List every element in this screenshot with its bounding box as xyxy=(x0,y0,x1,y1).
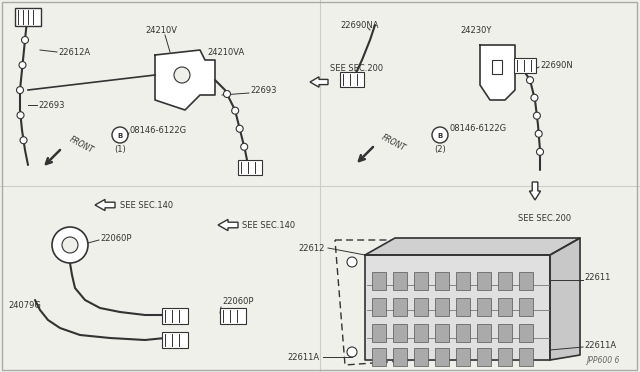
Text: 08146-6122G: 08146-6122G xyxy=(130,125,187,135)
Circle shape xyxy=(174,67,190,83)
Circle shape xyxy=(17,112,24,119)
FancyBboxPatch shape xyxy=(498,348,512,366)
Polygon shape xyxy=(480,45,515,100)
FancyBboxPatch shape xyxy=(414,348,428,366)
FancyBboxPatch shape xyxy=(492,60,502,74)
Text: (1): (1) xyxy=(114,145,126,154)
Text: 08146-6122G: 08146-6122G xyxy=(450,124,507,132)
Circle shape xyxy=(19,61,26,68)
Text: SEE SEC.200: SEE SEC.200 xyxy=(518,214,571,222)
Text: (2): (2) xyxy=(434,145,446,154)
FancyBboxPatch shape xyxy=(456,324,470,342)
FancyBboxPatch shape xyxy=(519,348,533,366)
Text: 22611A: 22611A xyxy=(584,340,616,350)
FancyBboxPatch shape xyxy=(393,324,407,342)
Circle shape xyxy=(347,257,357,267)
FancyBboxPatch shape xyxy=(15,8,41,26)
FancyBboxPatch shape xyxy=(435,272,449,290)
Polygon shape xyxy=(550,238,580,360)
FancyBboxPatch shape xyxy=(456,348,470,366)
Text: 22060P: 22060P xyxy=(100,234,131,243)
Circle shape xyxy=(236,125,243,132)
Text: 22612A: 22612A xyxy=(58,48,90,57)
Text: 22612: 22612 xyxy=(299,244,325,253)
Text: FRONT: FRONT xyxy=(380,133,407,153)
FancyBboxPatch shape xyxy=(393,298,407,316)
Polygon shape xyxy=(95,199,115,211)
Text: 22690NA: 22690NA xyxy=(340,20,378,29)
Circle shape xyxy=(535,130,542,137)
Text: 24210VA: 24210VA xyxy=(207,48,244,57)
FancyBboxPatch shape xyxy=(162,308,188,324)
Circle shape xyxy=(531,94,538,101)
FancyBboxPatch shape xyxy=(456,272,470,290)
Text: 22611: 22611 xyxy=(584,273,611,282)
FancyBboxPatch shape xyxy=(498,272,512,290)
FancyBboxPatch shape xyxy=(393,348,407,366)
FancyBboxPatch shape xyxy=(456,298,470,316)
Polygon shape xyxy=(365,238,580,255)
Text: 24230Y: 24230Y xyxy=(460,26,492,35)
Polygon shape xyxy=(218,219,238,231)
Circle shape xyxy=(432,127,448,143)
FancyBboxPatch shape xyxy=(514,58,536,73)
FancyBboxPatch shape xyxy=(372,298,386,316)
Text: FRONT: FRONT xyxy=(68,135,95,155)
Text: SEE SEC.200: SEE SEC.200 xyxy=(330,64,383,73)
Circle shape xyxy=(347,347,357,357)
FancyBboxPatch shape xyxy=(435,324,449,342)
Polygon shape xyxy=(310,77,328,87)
FancyBboxPatch shape xyxy=(414,298,428,316)
Circle shape xyxy=(223,90,230,97)
Polygon shape xyxy=(529,182,541,200)
Text: 22060P: 22060P xyxy=(222,298,253,307)
FancyBboxPatch shape xyxy=(162,332,188,348)
Text: 24079G: 24079G xyxy=(8,301,41,310)
FancyBboxPatch shape xyxy=(498,324,512,342)
FancyBboxPatch shape xyxy=(477,298,491,316)
FancyBboxPatch shape xyxy=(372,272,386,290)
Text: JPP600 6: JPP600 6 xyxy=(587,356,620,365)
Circle shape xyxy=(241,143,248,150)
Circle shape xyxy=(533,112,540,119)
FancyBboxPatch shape xyxy=(477,348,491,366)
FancyBboxPatch shape xyxy=(393,272,407,290)
FancyBboxPatch shape xyxy=(340,72,364,87)
FancyBboxPatch shape xyxy=(477,324,491,342)
Circle shape xyxy=(112,127,128,143)
Circle shape xyxy=(17,87,24,94)
FancyBboxPatch shape xyxy=(372,324,386,342)
FancyBboxPatch shape xyxy=(435,348,449,366)
FancyBboxPatch shape xyxy=(498,298,512,316)
FancyBboxPatch shape xyxy=(238,160,262,175)
FancyBboxPatch shape xyxy=(477,272,491,290)
FancyBboxPatch shape xyxy=(220,308,246,324)
Text: B: B xyxy=(437,133,443,139)
Text: SEE SEC.140: SEE SEC.140 xyxy=(120,201,173,209)
Text: 22690N: 22690N xyxy=(540,61,573,70)
FancyBboxPatch shape xyxy=(414,324,428,342)
Circle shape xyxy=(62,237,78,253)
Text: 22693: 22693 xyxy=(250,86,276,94)
Circle shape xyxy=(22,36,29,44)
Circle shape xyxy=(52,227,88,263)
Circle shape xyxy=(232,107,239,114)
Polygon shape xyxy=(155,50,215,110)
Text: B: B xyxy=(117,133,123,139)
FancyBboxPatch shape xyxy=(435,298,449,316)
Circle shape xyxy=(20,137,27,144)
Text: 22693: 22693 xyxy=(38,100,65,109)
FancyBboxPatch shape xyxy=(414,272,428,290)
FancyBboxPatch shape xyxy=(519,324,533,342)
Text: 24210V: 24210V xyxy=(145,26,177,35)
FancyBboxPatch shape xyxy=(519,298,533,316)
Circle shape xyxy=(536,148,543,155)
Circle shape xyxy=(527,77,534,84)
Text: 22611A: 22611A xyxy=(288,353,320,362)
FancyBboxPatch shape xyxy=(519,272,533,290)
Polygon shape xyxy=(365,255,550,360)
Text: SEE SEC.140: SEE SEC.140 xyxy=(242,221,295,230)
FancyBboxPatch shape xyxy=(372,348,386,366)
